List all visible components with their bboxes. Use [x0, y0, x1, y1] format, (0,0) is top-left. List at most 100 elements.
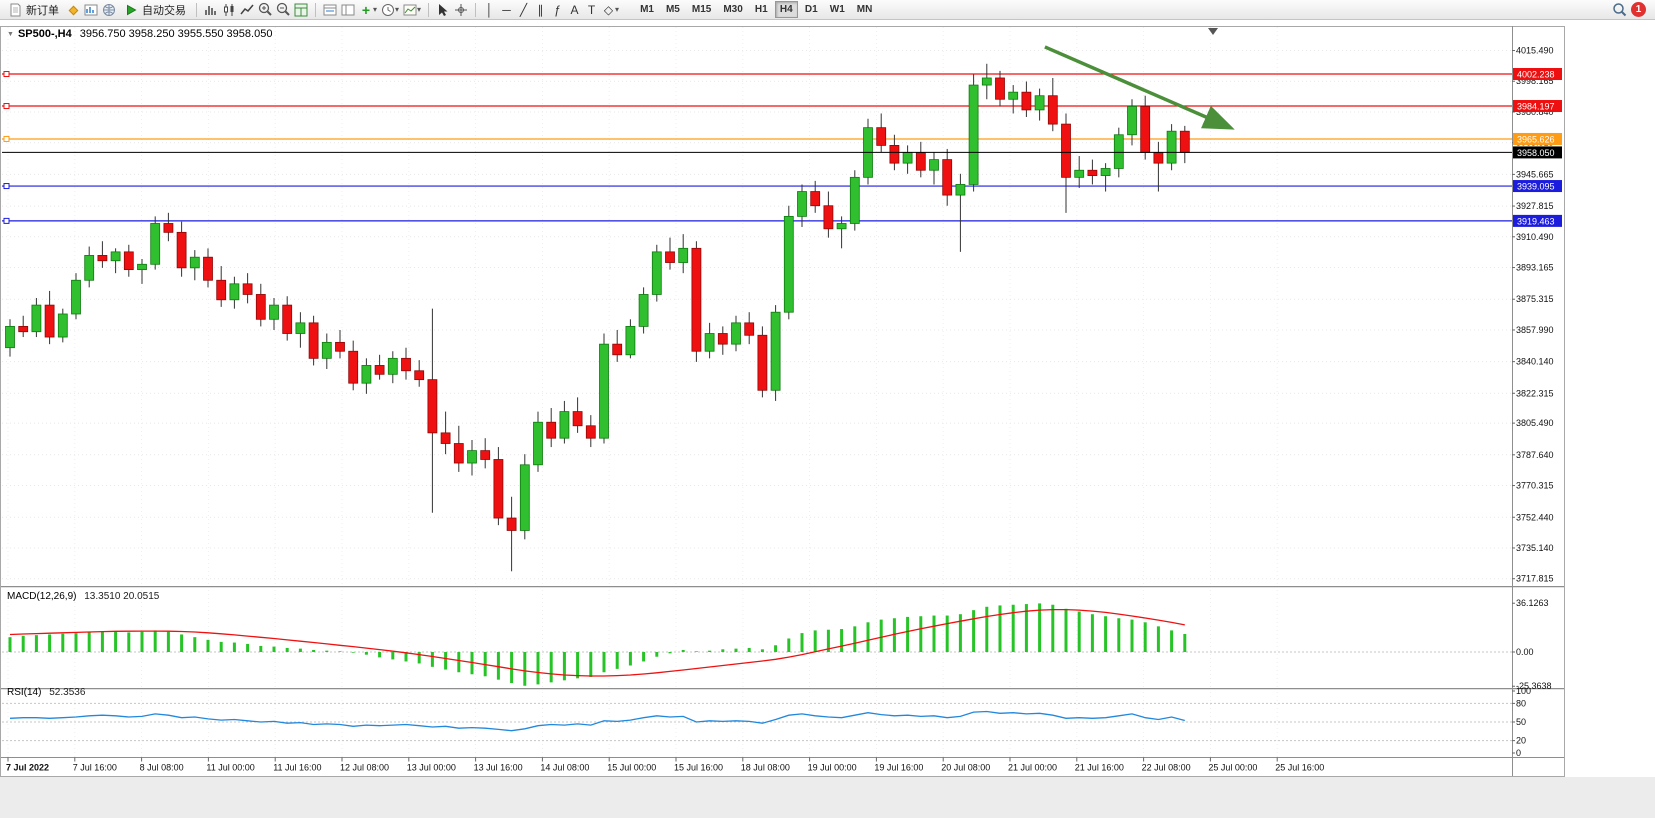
- timeframe-button-mn[interactable]: MN: [856, 4, 873, 15]
- svg-text:3965.626: 3965.626: [1517, 134, 1555, 144]
- price-level-line[interactable]: [2, 135, 1512, 142]
- timeframe-button-m15[interactable]: M15: [691, 4, 712, 15]
- trendline-icon[interactable]: ╱: [519, 2, 528, 17]
- svg-text:13 Jul 16:00: 13 Jul 16:00: [474, 763, 523, 773]
- bar-chart-type-icon[interactable]: [203, 2, 219, 18]
- svg-text:15 Jul 00:00: 15 Jul 00:00: [607, 763, 656, 773]
- price-level-line[interactable]: [2, 71, 1512, 77]
- svg-text:3770.315: 3770.315: [1516, 481, 1554, 491]
- svg-text:20 Jul 08:00: 20 Jul 08:00: [941, 763, 990, 773]
- svg-text:3927.815: 3927.815: [1516, 201, 1554, 211]
- svg-text:3787.640: 3787.640: [1516, 450, 1554, 460]
- svg-text:3998.165: 3998.165: [1516, 76, 1554, 86]
- main-toolbar: 新订单 自动交易 + ▾ ▾: [0, 0, 1655, 20]
- new-order-button[interactable]: 新订单: [3, 1, 63, 19]
- chart-window: 4015.4903998.1653980.8403963.5153945.665…: [0, 20, 1655, 818]
- profiles-icon[interactable]: [101, 2, 117, 18]
- time-axis[interactable]: 7 Jul 2022 7 Jul 16:00 8 Jul 08:00 11 Jul 0…: [6, 757, 1324, 773]
- autotrade-label: 自动交易: [142, 4, 186, 17]
- shapes-icon[interactable]: ◇: [603, 2, 614, 17]
- vertical-line-icon[interactable]: │: [485, 2, 494, 17]
- svg-text:3805.490: 3805.490: [1516, 418, 1554, 428]
- autotrade-button[interactable]: 自动交易: [119, 1, 190, 19]
- svg-text:3752.440: 3752.440: [1516, 512, 1554, 522]
- toolbar-separator: [475, 2, 477, 17]
- svg-text:3984.197: 3984.197: [1517, 102, 1555, 112]
- dropdown-icon[interactable]: ▾: [615, 5, 620, 14]
- price-badge: 3984.197: [1513, 100, 1562, 113]
- svg-text:3945.665: 3945.665: [1516, 169, 1554, 179]
- search-icon[interactable]: [1611, 2, 1627, 18]
- chart-canvas[interactable]: 4015.4903998.1653980.8403963.5153945.665…: [0, 20, 1655, 818]
- svg-text:3919.463: 3919.463: [1517, 216, 1555, 226]
- timeframe-button-h4[interactable]: H4: [774, 1, 798, 18]
- text-tool-icon[interactable]: A: [570, 2, 579, 17]
- dropdown-icon[interactable]: ▾: [373, 5, 378, 14]
- svg-text:15 Jul 16:00: 15 Jul 16:00: [674, 763, 723, 773]
- timeframe-button-m1[interactable]: M1: [640, 4, 654, 15]
- new-chart-icon[interactable]: [83, 2, 99, 18]
- gold-diamond-icon[interactable]: [65, 2, 81, 18]
- price-badge: 3965.626: [1513, 132, 1562, 145]
- svg-text:7 Jul 16:00: 7 Jul 16:00: [73, 763, 117, 773]
- navigator-icon[interactable]: [340, 2, 356, 18]
- svg-text:11 Jul 00:00: 11 Jul 00:00: [206, 763, 254, 773]
- timeframe-button-h1[interactable]: H1: [754, 4, 768, 15]
- trend-arrow[interactable]: [1044, 45, 1235, 130]
- chart-shift-marker[interactable]: [1208, 28, 1218, 35]
- toolbar-separator: [196, 2, 197, 17]
- price-level-line[interactable]: [2, 103, 1512, 110]
- price-level-line[interactable]: [2, 183, 1512, 190]
- chart-grid: [2, 27, 1512, 757]
- channel-icon[interactable]: ∥: [537, 2, 544, 17]
- tile-windows-icon[interactable]: [293, 2, 309, 18]
- svg-text:0: 0: [1516, 748, 1521, 758]
- candlestick-chart-type-icon[interactable]: [221, 2, 237, 18]
- dropdown-icon[interactable]: ▾: [417, 5, 422, 14]
- cursor-icon[interactable]: [435, 2, 451, 18]
- timeframe-button-d1[interactable]: D1: [804, 4, 818, 15]
- macd-histogram: [8, 603, 1187, 686]
- svg-text:36.1263: 36.1263: [1516, 598, 1549, 608]
- period-clock-icon[interactable]: [380, 2, 396, 18]
- svg-text:0.00: 0.00: [1516, 647, 1534, 657]
- autotrade-play-icon: [123, 2, 139, 18]
- svg-text:3717.815: 3717.815: [1516, 574, 1554, 584]
- templates-icon[interactable]: [402, 2, 418, 18]
- label-tool-icon[interactable]: T: [587, 2, 596, 17]
- dropdown-icon[interactable]: ▾: [395, 5, 400, 14]
- svg-text:22 Jul 08:00: 22 Jul 08:00: [1142, 763, 1191, 773]
- svg-text:50: 50: [1516, 717, 1526, 727]
- new-order-icon: [7, 2, 23, 18]
- zoom-in-icon[interactable]: [257, 2, 273, 18]
- horizontal-line-icon[interactable]: ─: [502, 2, 511, 17]
- timeframe-button-w1[interactable]: W1: [829, 4, 845, 15]
- price-badge: 4002.238: [1513, 68, 1562, 80]
- svg-text:19 Jul 16:00: 19 Jul 16:00: [874, 763, 923, 773]
- crosshair-icon[interactable]: [453, 2, 469, 18]
- timeframe-button-m30[interactable]: M30: [723, 4, 743, 15]
- svg-text:3875.315: 3875.315: [1516, 294, 1554, 304]
- svg-text:3893.165: 3893.165: [1516, 263, 1554, 273]
- svg-text:21 Jul 16:00: 21 Jul 16:00: [1075, 763, 1124, 773]
- svg-text:14 Jul 08:00: 14 Jul 08:00: [540, 763, 589, 773]
- toolbar-separator: [428, 2, 430, 17]
- price-badge: 3919.463: [1513, 214, 1562, 227]
- svg-text:25 Jul 16:00: 25 Jul 16:00: [1275, 763, 1324, 773]
- svg-text:3958.050: 3958.050: [1517, 148, 1555, 158]
- svg-text:3822.315: 3822.315: [1516, 388, 1554, 398]
- svg-text:20: 20: [1516, 736, 1526, 746]
- add-indicator-icon[interactable]: +: [361, 1, 371, 18]
- price-level-line[interactable]: [2, 217, 1512, 224]
- window-bottom-area: [0, 777, 1655, 818]
- notification-badge[interactable]: 1: [1631, 2, 1646, 17]
- fibonacci-icon[interactable]: ƒ: [554, 2, 561, 17]
- line-chart-type-icon[interactable]: [239, 2, 255, 18]
- svg-text:21 Jul 00:00: 21 Jul 00:00: [1008, 763, 1057, 773]
- svg-text:3840.140: 3840.140: [1516, 357, 1554, 367]
- zoom-out-icon[interactable]: [275, 2, 291, 18]
- timeframe-button-m5[interactable]: M5: [665, 4, 680, 15]
- svg-text:3939.095: 3939.095: [1517, 182, 1555, 192]
- data-window-icon[interactable]: [322, 2, 338, 18]
- price-axis[interactable]: 4015.4903998.1653980.8403963.5153945.665…: [1512, 26, 1554, 776]
